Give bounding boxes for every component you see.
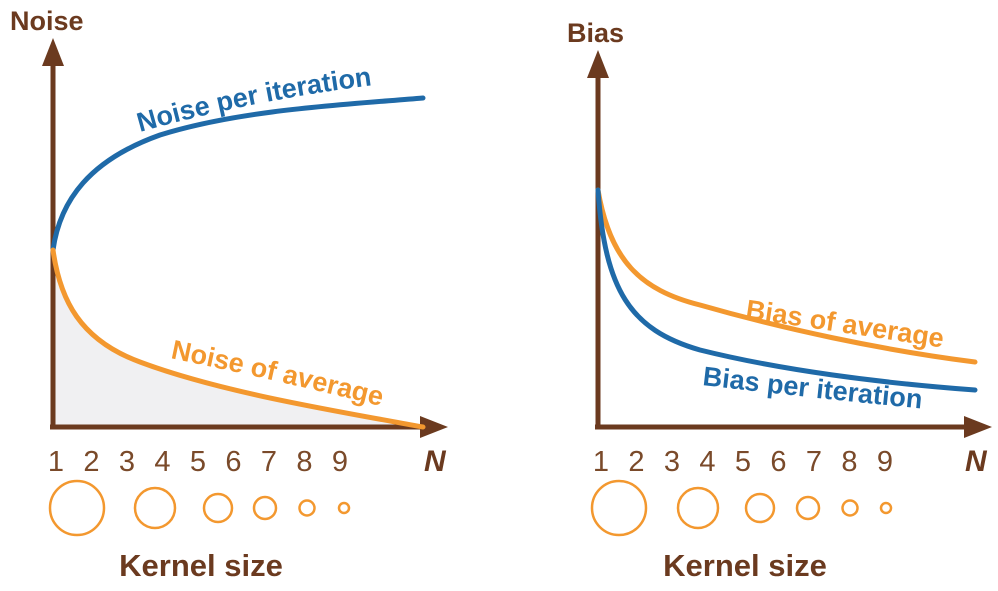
- kernel-circle: [298, 499, 316, 517]
- tick-label: 6: [225, 446, 241, 478]
- bias-panel: Bias of average Bias per iteration Bias …: [567, 18, 992, 583]
- bias-kernel-circles: [590, 479, 893, 537]
- kernel-circle: [48, 479, 106, 537]
- kernel-circle: [202, 492, 234, 524]
- kernel-circle: [676, 486, 720, 530]
- kernel-circle: [590, 479, 648, 537]
- bias-kernel-size-label: Kernel size: [663, 548, 827, 583]
- tick-label: 6: [770, 446, 786, 478]
- tick-label: 3: [119, 446, 135, 478]
- noise-y-axis-title: Noise: [10, 6, 84, 36]
- kernel-circle: [841, 499, 859, 517]
- tick-label: 8: [296, 446, 312, 478]
- bias-per-iteration-curve: [595, 187, 978, 393]
- tick-label: 3: [664, 446, 680, 478]
- tick-label: 2: [83, 446, 99, 478]
- tick-label: 9: [332, 446, 348, 478]
- bias-y-axis-title: Bias: [567, 18, 624, 48]
- tick-label: 8: [841, 446, 857, 478]
- kernel-circle: [252, 495, 278, 521]
- tick-label: 1: [593, 446, 609, 478]
- bias-of-average-label: Bias of average: [744, 294, 946, 353]
- noise-average-shaded-area: [53, 250, 425, 427]
- tick-label: 4: [154, 446, 170, 478]
- kernel-circle: [744, 492, 776, 524]
- noise-x-axis-title: N: [424, 445, 447, 478]
- kernel-circle: [879, 501, 893, 515]
- bias-y-axis-arrow: [587, 50, 609, 78]
- noise-kernel-circles: [48, 479, 351, 537]
- tick-label: 7: [806, 446, 822, 478]
- kernel-circle: [133, 486, 177, 530]
- noise-y-axis-arrow: [42, 38, 64, 66]
- tick-label: 9: [877, 446, 893, 478]
- noise-x-axis-arrow: [420, 416, 448, 438]
- tick-label: 2: [628, 446, 644, 478]
- bias-x-axis-arrow: [964, 416, 992, 438]
- tick-label: 7: [261, 446, 277, 478]
- tick-label: 1: [48, 446, 64, 478]
- tick-label: 5: [190, 446, 206, 478]
- kernel-circle: [337, 501, 351, 515]
- noise-panel: Noise per iteration Noise of average Noi…: [10, 6, 448, 583]
- kernel-circle: [795, 495, 821, 521]
- bias-of-average-curve: [595, 187, 978, 365]
- noise-per-iteration-curve: [50, 95, 426, 253]
- noise-of-average-curve: [50, 247, 426, 430]
- bias-per-iteration-label: Bias per iteration: [701, 361, 924, 414]
- noise-kernel-size-label: Kernel size: [119, 548, 283, 583]
- tick-label: 5: [735, 446, 751, 478]
- bias-x-axis-title: N: [965, 445, 988, 478]
- tick-label: 4: [699, 446, 715, 478]
- noise-per-iteration-label: Noise per iteration: [133, 61, 372, 137]
